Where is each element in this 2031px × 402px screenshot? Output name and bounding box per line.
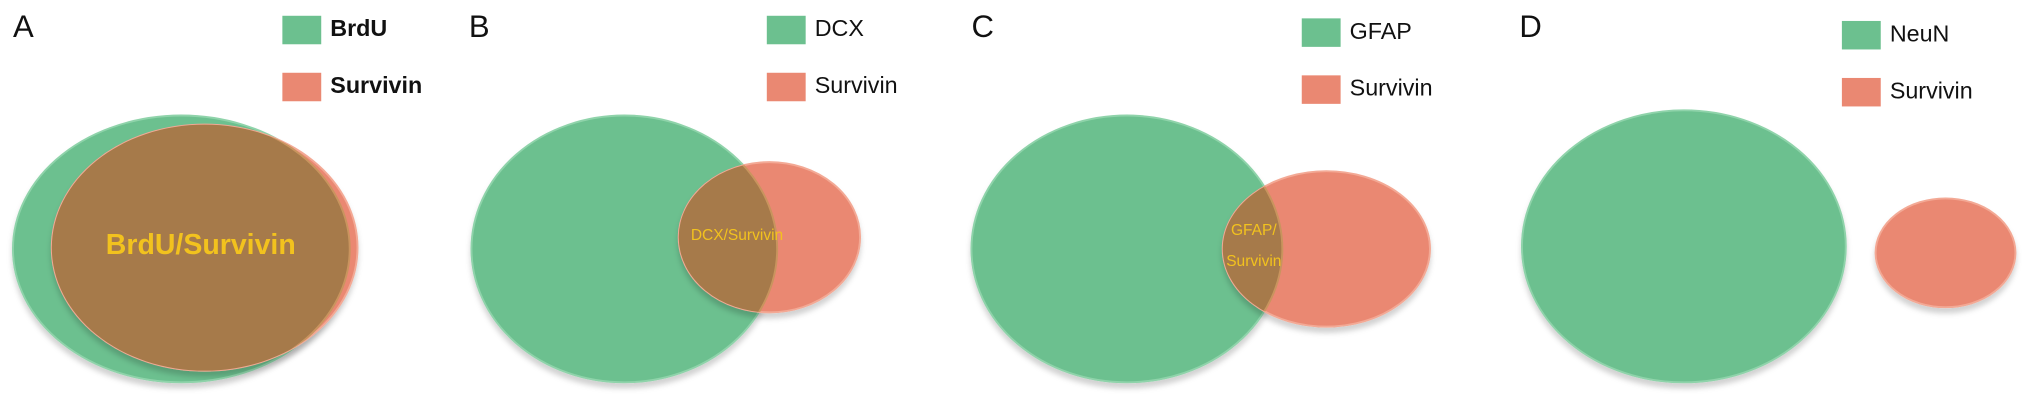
legend-swatch <box>766 72 806 102</box>
legend-swatch <box>1841 20 1881 50</box>
legend-swatch <box>1301 75 1341 104</box>
venn-panel: A BrdU Survivin BrdU/Survivin <box>11 9 422 384</box>
legend-label: NeuN <box>1890 20 1950 46</box>
overlap-label: Survivin <box>1226 253 1281 270</box>
legend-label: Survivin <box>1350 75 1433 101</box>
legend-label: Survivin <box>1890 77 1973 103</box>
legend-label: BrdU <box>330 15 387 41</box>
legend-swatch <box>766 15 806 45</box>
legend-label: GFAP <box>1350 18 1412 44</box>
venn-panel: D NeuN Survivin <box>1519 9 2017 384</box>
overlap-label: DCX/Survivin <box>691 227 783 244</box>
set-circle-green <box>1520 109 1847 384</box>
panel-label: A <box>13 9 34 44</box>
venn-panel: C GFAP Survivin GFAP/Survivin <box>970 9 1433 384</box>
panel-label: B <box>469 9 490 44</box>
legend-label: Survivin <box>330 72 422 98</box>
legend-swatch <box>1841 77 1881 107</box>
legend-label: Survivin <box>815 72 898 98</box>
legend-label: DCX <box>815 15 865 41</box>
venn-panel: B DCX Survivin DCX/Survivin <box>469 9 898 384</box>
panel-label: D <box>1519 9 1541 44</box>
overlap-label: GFAP/ <box>1231 222 1277 239</box>
overlap-region <box>1222 171 1284 327</box>
panel-label: C <box>971 9 993 44</box>
legend-swatch <box>1301 18 1341 47</box>
set-circle-red <box>1874 197 2017 309</box>
overlap-label: BrdU/Survivin <box>106 229 296 261</box>
legend-swatch <box>282 15 322 45</box>
legend-swatch <box>282 72 322 102</box>
overlap-region <box>51 124 351 371</box>
